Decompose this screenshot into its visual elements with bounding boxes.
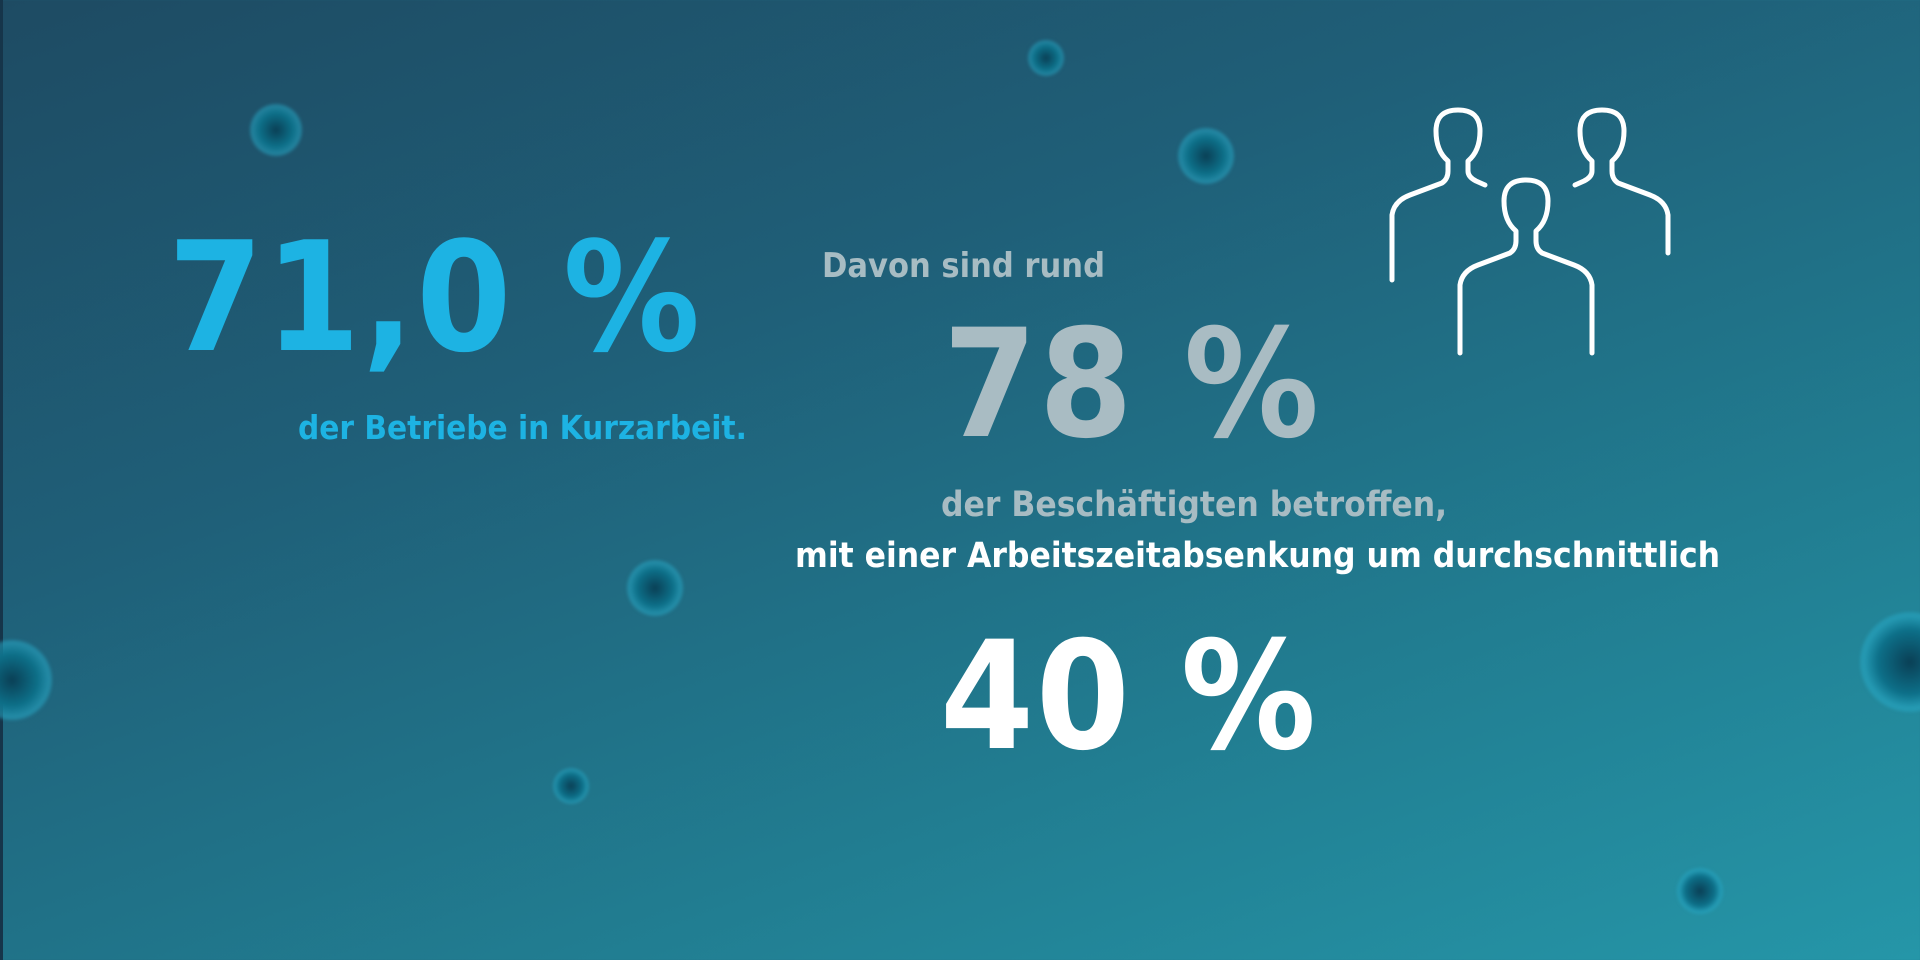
- hours-reduction-intro: mit einer Arbeitszeitabsenkung um durchs…: [795, 536, 1721, 576]
- virus-icon: [627, 560, 683, 616]
- virus-icon: [1860, 612, 1920, 712]
- businesses-label: der Betriebe in Kurzarbeit.: [298, 408, 747, 447]
- virus-icon: [1028, 40, 1064, 76]
- employees-intro: Davon sind rund: [822, 246, 1105, 286]
- businesses-percentage: 71,0 %: [168, 209, 702, 386]
- virus-icon: [0, 640, 52, 720]
- hours-reduction-percentage: 40 %: [940, 610, 1318, 784]
- virus-icon: [1677, 868, 1723, 914]
- employees-percentage: 78 %: [943, 298, 1321, 472]
- people-group-icon: [1389, 107, 1671, 356]
- employees-label: der Beschäftigten betroffen,: [941, 485, 1448, 525]
- virus-icon: [1178, 128, 1234, 184]
- virus-icon: [250, 104, 302, 156]
- virus-icon: [553, 768, 589, 804]
- left-edge-border: [0, 0, 3, 960]
